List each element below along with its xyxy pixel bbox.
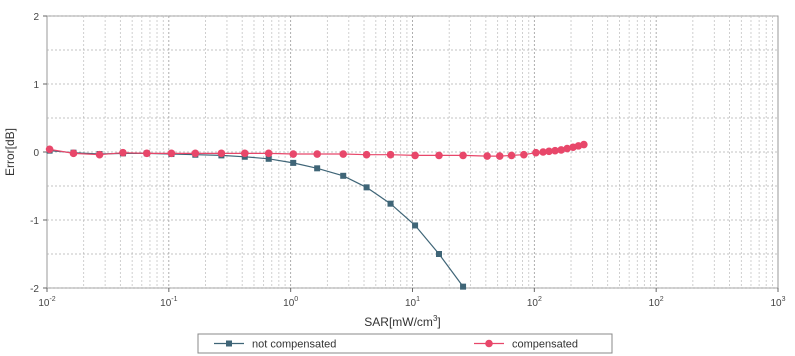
data-point-compensated — [545, 147, 553, 156]
data-point-compensated — [167, 149, 176, 158]
data-point-compensated — [386, 150, 395, 159]
data-point-compensated — [459, 151, 467, 160]
x-axis-title: SAR[mW/cm3] — [364, 314, 440, 329]
x-tick-label: 100 — [283, 296, 298, 309]
x-tick-label: 10-2 — [38, 296, 55, 309]
data-point-compensated — [45, 145, 54, 154]
data-point-not-compensated — [412, 222, 419, 229]
data-point-compensated — [580, 140, 588, 149]
series-group — [45, 140, 588, 290]
legend-box — [197, 333, 613, 354]
x-tick-label: 103 — [770, 296, 785, 309]
data-point-compensated — [557, 146, 565, 154]
data-point-compensated — [339, 150, 348, 158]
data-point-compensated — [507, 151, 516, 160]
legend: not compensated compensated — [197, 333, 613, 354]
x-axis-ticks: 10-2 10-1 100 101 102 102 103 — [38, 288, 786, 309]
data-point-not-compensated — [363, 184, 370, 191]
data-point-compensated — [563, 144, 571, 153]
data-point-compensated — [411, 151, 419, 160]
data-point-compensated — [191, 149, 200, 158]
data-point-compensated — [69, 149, 78, 158]
y-axis-ticks: -2 -1 0 1 2 — [30, 12, 47, 295]
legend-marker-not-compensated — [226, 340, 232, 347]
data-point-compensated — [520, 150, 528, 159]
data-point-compensated — [495, 152, 504, 160]
data-point-compensated — [532, 148, 540, 157]
grid-lines — [46, 15, 778, 289]
data-point-compensated — [217, 149, 226, 158]
data-point-compensated — [539, 148, 547, 156]
y-tick-label: 1 — [33, 80, 39, 91]
x-tick-label: 10-1 — [160, 296, 177, 309]
data-point-not-compensated — [387, 200, 394, 207]
data-point-not-compensated — [314, 165, 321, 172]
data-point-compensated — [435, 151, 443, 160]
y-tick-label: 2 — [33, 12, 39, 23]
data-point-compensated — [362, 150, 371, 159]
data-point-compensated — [551, 146, 559, 155]
legend-label-not-compensated: not compensated — [252, 339, 336, 351]
data-point-compensated — [119, 148, 127, 157]
y-tick-label: -2 — [30, 284, 39, 295]
data-point-compensated — [313, 150, 321, 158]
data-point-compensated — [240, 149, 249, 158]
y-tick-label: -1 — [30, 216, 39, 227]
y-tick-label: 0 — [33, 148, 39, 159]
data-point-not-compensated — [435, 251, 442, 257]
data-point-not-compensated — [290, 159, 297, 166]
data-point-not-compensated — [265, 155, 272, 162]
legend-marker-compensated — [485, 339, 493, 348]
y-axis-title: Error[dB] — [3, 128, 17, 176]
data-point-compensated — [95, 150, 104, 159]
data-point-compensated — [264, 149, 273, 158]
data-point-compensated — [143, 149, 151, 158]
data-point-not-compensated — [340, 172, 347, 179]
data-point-compensated — [289, 150, 298, 158]
x-tick-label: 101 — [405, 296, 420, 309]
legend-label-compensated: compensated — [512, 339, 578, 351]
x-tick-label: 102 — [527, 296, 542, 309]
data-point-compensated — [483, 152, 491, 160]
x-tick-label: 102 — [649, 296, 664, 309]
data-point-not-compensated — [460, 283, 467, 290]
